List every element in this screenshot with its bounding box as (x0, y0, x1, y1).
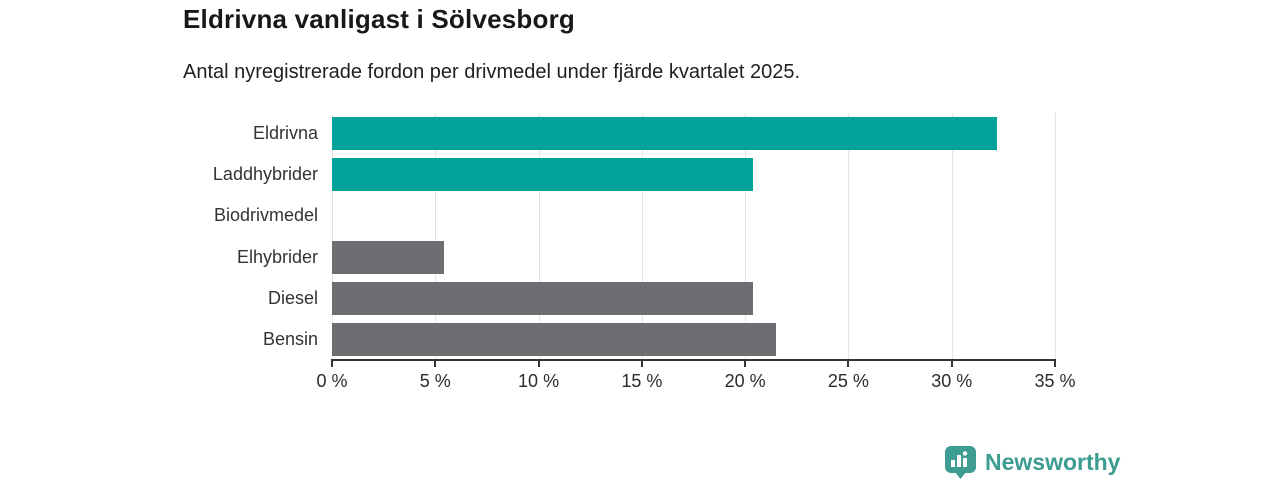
x-axis-tick-label: 0 % (316, 371, 348, 391)
x-axis-tick-label: 30 % (931, 371, 973, 391)
chart-subtitle: Antal nyregistrerade fordon per drivmede… (183, 61, 801, 83)
bar-laddhybrider (332, 158, 754, 192)
category-label-laddhybrider: Laddhybrider (212, 164, 318, 185)
category-label-eldrivna: Eldrivna (252, 123, 318, 144)
x-axis-tick (744, 361, 747, 367)
x-axis-tick (537, 361, 540, 367)
gridline (848, 113, 850, 360)
x-axis-line (331, 359, 1056, 361)
brand-name: Newsworthy (985, 448, 1121, 475)
x-axis-tick (950, 361, 953, 367)
gridline (332, 113, 333, 360)
bar-diesel (332, 281, 754, 315)
chart-title: Eldrivna vanligast i Sölvesborg (183, 4, 575, 34)
x-axis-tick (847, 361, 850, 367)
x-axis-tick-label: 15 % (621, 371, 663, 391)
category-label-bensin: Bensin (262, 328, 318, 349)
x-axis-tick (640, 361, 643, 367)
x-axis-tick-label: 10 % (518, 371, 560, 391)
category-label-elhybrider: Elhybrider (236, 246, 318, 267)
newsworthy-logo-icon (945, 446, 976, 479)
bar-eldrivna (332, 117, 998, 151)
bar-bensin (332, 322, 777, 356)
x-axis-tick-label: 35 % (1034, 371, 1076, 391)
gridline (951, 113, 953, 360)
x-axis-tick-label: 5 % (419, 371, 451, 391)
gridline (641, 113, 643, 360)
x-axis-tick (434, 361, 437, 367)
x-axis-tick-label: 25 % (827, 371, 869, 391)
brand-footer: Newsworthy (944, 445, 1120, 479)
category-labels: Eldrivna Laddhybrider Biodrivmedel Elhybrid… (148, 113, 318, 360)
category-label-diesel: Diesel (267, 287, 318, 308)
x-axis-tick-label: 20 % (724, 371, 766, 391)
x-axis-tick (1054, 361, 1056, 367)
x-axis-tick (331, 361, 333, 367)
bar-elhybrider (332, 240, 444, 274)
gridline (745, 113, 747, 360)
gridline (1055, 113, 1056, 360)
plot-area (332, 113, 1056, 360)
gridline (538, 113, 540, 360)
gridline (435, 113, 437, 360)
category-label-biodrivmedel: Biodrivmedel (213, 205, 318, 226)
